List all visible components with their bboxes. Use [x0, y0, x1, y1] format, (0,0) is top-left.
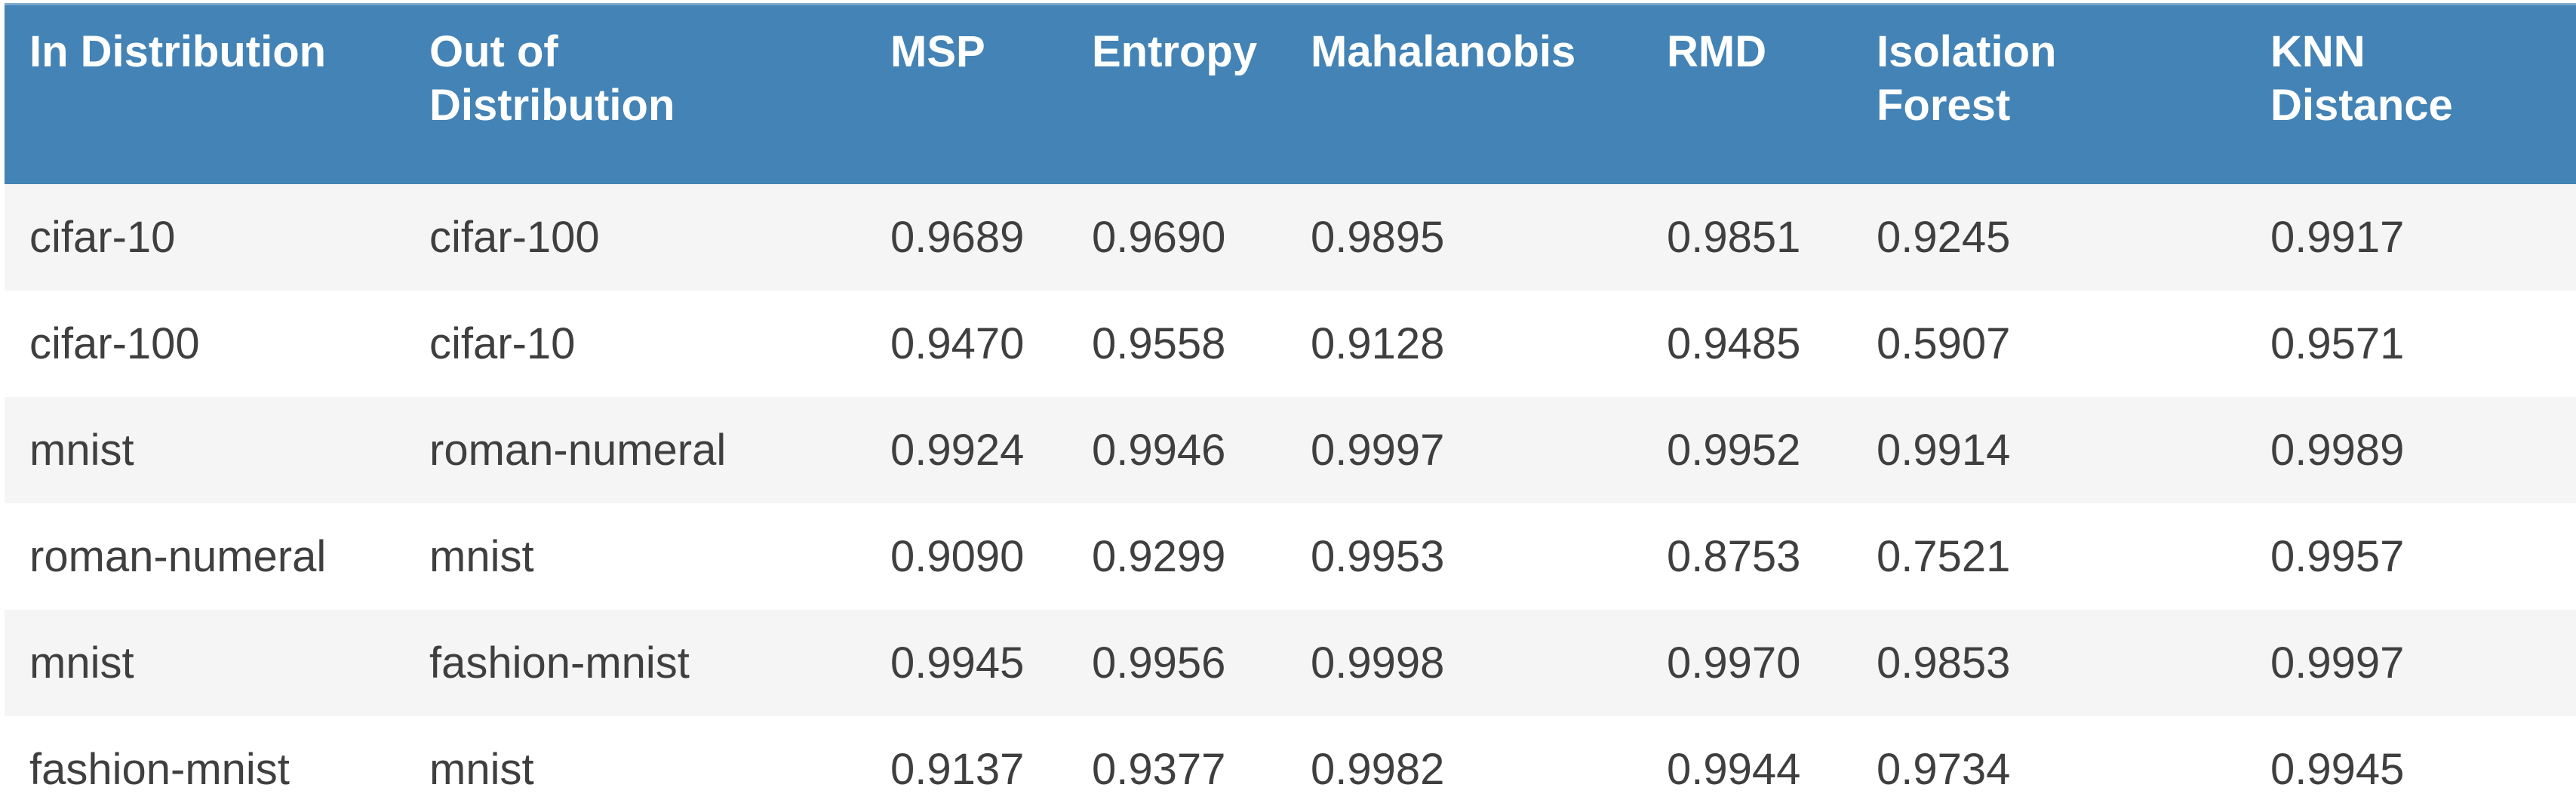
table-cell: 0.9953: [1311, 532, 1445, 581]
table-cell: cifar-100: [429, 213, 600, 262]
table-cell: 0.5907: [1877, 319, 2011, 368]
table-cell: 0.9851: [1667, 213, 1801, 262]
table-cell: 0.9946: [1092, 426, 1226, 475]
column-header-label: In Distribution: [29, 27, 327, 76]
table-cell: 0.9997: [2270, 638, 2405, 688]
table-cell: fashion-mnist: [29, 745, 290, 794]
table-cell: 0.9377: [1092, 745, 1226, 794]
column-header-isolation-forest: Isolation Forest: [1852, 3, 2246, 184]
table-cell: fashion-mnist: [429, 638, 690, 688]
table-cell: 0.7521: [1877, 532, 2011, 581]
table-cell: 0.9245: [1877, 213, 2011, 262]
table-row: fashion-mnist mnist 0.9137 0.9377 0.9982…: [5, 716, 2576, 803]
table-cell: 0.9571: [2270, 319, 2405, 368]
table-cell: 0.9558: [1092, 319, 1226, 368]
table-cell: 0.9924: [890, 426, 1025, 475]
column-header-knn-distance: KNN Distance: [2246, 3, 2576, 184]
table-row: roman-numeral mnist 0.9090 0.9299 0.9953…: [5, 503, 2576, 610]
table-cell: mnist: [429, 532, 534, 581]
table-cell: 0.9895: [1311, 213, 1445, 262]
table-cell: 0.9689: [890, 213, 1025, 262]
table-cell: 0.9945: [890, 638, 1025, 688]
table-cell: cifar-100: [29, 319, 200, 368]
table-cell: 0.9128: [1311, 319, 1445, 368]
column-header-out-of-distribution: Out of Distribution: [404, 3, 865, 184]
table-cell: 0.9952: [1667, 426, 1801, 475]
table-cell: 0.9914: [1877, 426, 2011, 475]
table-row: cifar-100 cifar-10 0.9470 0.9558 0.9128 …: [5, 291, 2576, 397]
column-header-mahalanobis: Mahalanobis: [1286, 3, 1642, 184]
table-cell: 0.9853: [1877, 638, 2011, 688]
table-cell: 0.9090: [890, 532, 1025, 581]
table-cell: 0.9470: [890, 319, 1025, 368]
table-row: mnist roman-numeral 0.9924 0.9946 0.9997…: [5, 397, 2576, 503]
table-header-row: In Distribution Out of Distribution MSP …: [5, 3, 2576, 184]
column-header-in-distribution: In Distribution: [5, 3, 404, 184]
table-cell: 0.9998: [1311, 638, 1445, 688]
table-cell: 0.9299: [1092, 532, 1226, 581]
table-cell: cifar-10: [429, 319, 576, 368]
table-cell: 0.9982: [1311, 745, 1445, 794]
table-cell: roman-numeral: [429, 426, 727, 475]
table-cell: cifar-10: [29, 213, 176, 262]
column-header-entropy: Entropy: [1067, 3, 1286, 184]
table-cell: 0.9956: [1092, 638, 1226, 688]
ood-results-table: In Distribution Out of Distribution MSP …: [5, 3, 2576, 803]
table-cell: 0.9485: [1667, 319, 1801, 368]
table-cell: mnist: [29, 426, 134, 475]
table-cell: 0.9957: [2270, 532, 2405, 581]
column-header-msp: MSP: [865, 3, 1067, 184]
table-cell: 0.9989: [2270, 426, 2405, 475]
column-header-label: MSP: [890, 27, 985, 76]
table-cell: 0.9945: [2270, 745, 2405, 794]
table-cell: 0.9944: [1667, 745, 1801, 794]
table-row: mnist fashion-mnist 0.9945 0.9956 0.9998…: [5, 610, 2576, 716]
column-header-rmd: RMD: [1642, 3, 1852, 184]
table-cell: mnist: [429, 745, 534, 794]
column-header-label: Out of Distribution: [429, 27, 675, 130]
table-cell: mnist: [29, 638, 134, 688]
table-cell: 0.9690: [1092, 213, 1226, 262]
table-cell: roman-numeral: [29, 532, 327, 581]
table-cell: 0.9997: [1311, 426, 1445, 475]
column-header-label: Isolation Forest: [1877, 27, 2057, 130]
table-cell: 0.9734: [1877, 745, 2011, 794]
table-cell: 0.9970: [1667, 638, 1801, 688]
table-cell: 0.9917: [2270, 213, 2405, 262]
column-header-label: Entropy: [1092, 27, 1258, 76]
table-cell: 0.8753: [1667, 532, 1801, 581]
column-header-label: RMD: [1667, 27, 1767, 76]
column-header-label: KNN Distance: [2270, 27, 2453, 130]
table-cell: 0.9137: [890, 745, 1025, 794]
column-header-label: Mahalanobis: [1311, 27, 1576, 76]
table-row: cifar-10 cifar-100 0.9689 0.9690 0.9895 …: [5, 184, 2576, 291]
